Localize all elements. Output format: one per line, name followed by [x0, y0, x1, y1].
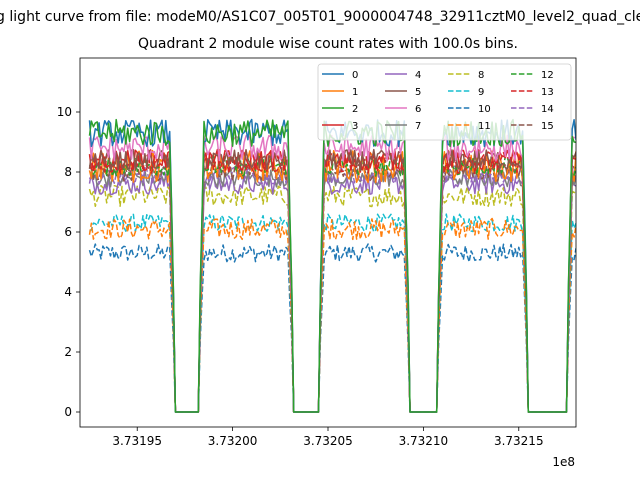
y-tick-label: 8 [64, 165, 72, 179]
y-tick-label: 10 [57, 105, 72, 119]
legend-label: 0 [352, 70, 358, 81]
legend-label: 9 [478, 87, 484, 98]
legend-label: 14 [541, 104, 554, 115]
x-tick-label: 3.73200 [208, 434, 258, 448]
x-axis: 3.73195 3.73200 3.73205 3.73210 3.73215 [112, 427, 544, 448]
legend-label: 2 [352, 104, 358, 115]
legend-box [317, 63, 572, 141]
y-tick-label: 2 [64, 345, 72, 359]
legend-label: 8 [478, 70, 484, 81]
legend-label: 12 [541, 70, 554, 81]
x-tick-label: 3.73215 [494, 434, 544, 448]
legend-label: 13 [541, 87, 554, 98]
legend-label: 11 [478, 121, 491, 132]
legend-label: 1 [352, 87, 358, 98]
x-tick-label: 3.73205 [303, 434, 353, 448]
figure-title: Plotting light curve from file: modeM0/A… [0, 9, 640, 25]
legend-label: 6 [415, 104, 421, 115]
y-tick-label: 0 [64, 405, 72, 419]
legend-label: 15 [541, 121, 554, 132]
series-line-11 [88, 217, 576, 413]
x-tick-label: 3.73210 [399, 434, 449, 448]
legend-label: 10 [478, 104, 491, 115]
x-offset-label: 1e8 [552, 455, 575, 469]
chart-title: Quadrant 2 module wise count rates with … [138, 36, 518, 52]
legend-label: 5 [415, 87, 421, 98]
y-tick-label: 6 [64, 225, 72, 239]
y-tick-label: 4 [64, 285, 72, 299]
legend-label: 4 [415, 70, 421, 81]
x-tick-label: 3.73195 [112, 434, 162, 448]
legend-label: 3 [352, 121, 358, 132]
y-axis: 0 2 4 6 8 10 [57, 105, 80, 419]
legend-label: 7 [415, 121, 421, 132]
